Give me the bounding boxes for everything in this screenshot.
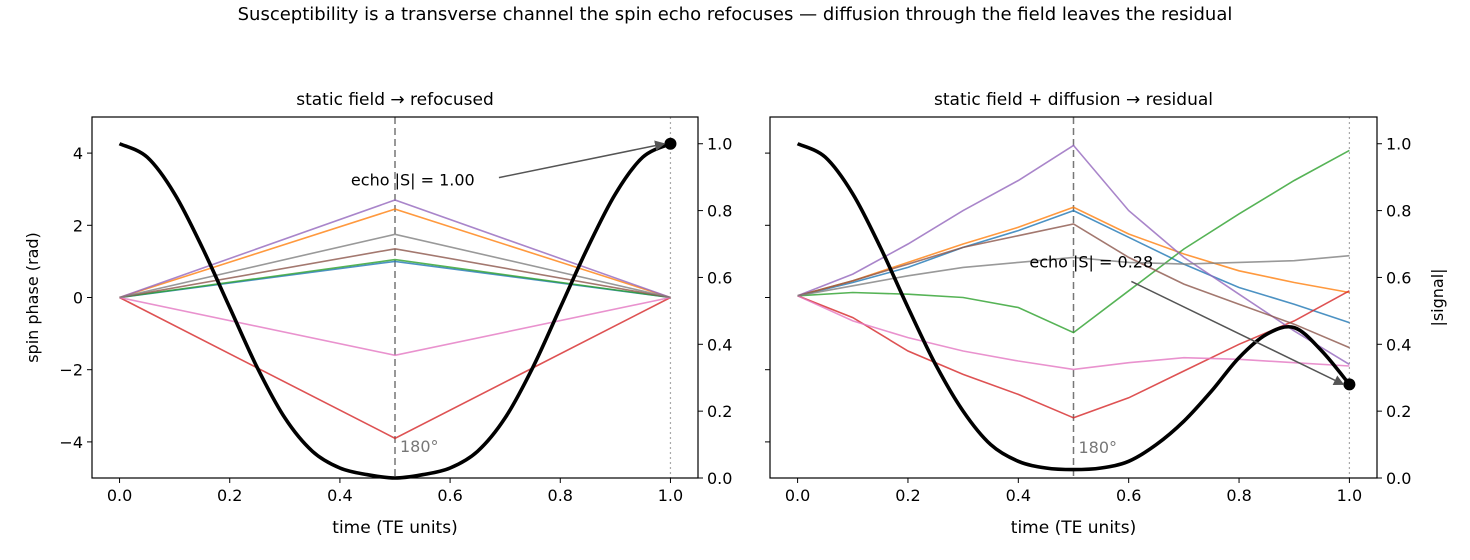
phase-series-line [119,296,671,357]
y-axis-label: spin phase (rad) [23,232,42,363]
x-axis-label: time (TE units) [332,518,457,538]
y2-tick-label: 0.2 [707,402,732,421]
panel-title: static field + diffusion → residual [934,90,1213,110]
y2-tick-label: 1.0 [707,135,732,154]
panel-title: static field → refocused [296,90,494,110]
panel-1: static field → refocused 180° echo |S| = 1… [23,90,732,538]
refocus-label: 180° [400,437,439,456]
phase-series-line [797,144,1350,366]
echo-marker [664,137,677,150]
y2-tick-label: 0.4 [1386,335,1411,354]
x-tick-label: 0.8 [548,486,573,505]
y2-tick-label: 0.8 [707,202,732,221]
phase-series-line [797,290,1350,419]
y2-tick-label: 0.2 [1386,402,1411,421]
refocus-label: 180° [1079,438,1118,457]
phase-series-line [797,295,1350,371]
x-tick-label: 1.0 [1337,486,1362,505]
x-tick-label: 0.4 [1006,486,1031,505]
annotation-arrow [498,140,666,179]
y-tick-label: 2 [73,216,83,235]
y2-tick-label: 0.6 [1386,268,1411,287]
phase-series-line [119,296,671,440]
signal-curve [796,142,1351,472]
y2-tick-label: 0.6 [707,268,732,287]
y2-tick-label: 1.0 [1386,135,1411,154]
y2-tick-label: 0.8 [1386,202,1411,221]
y2-axis-label: |signal| [1428,268,1447,326]
x-tick-label: 0.0 [107,486,132,505]
x-tick-label: 0.4 [327,486,352,505]
phase-series-line [797,254,1350,297]
y2-tick-label: 0.4 [707,335,732,354]
y-tick-label: 4 [73,144,83,163]
figure-suptitle: Susceptibility is a transverse channel t… [237,4,1233,25]
x-tick-label: 0.8 [1226,486,1251,505]
phase-series-line [797,209,1350,324]
annotation-arrow [1131,280,1345,386]
x-tick-label: 1.0 [658,486,683,505]
phase-series-line [797,149,1350,334]
panel-2: static field + diffusion → residual 180° e… [765,90,1447,538]
y-tick-label: 0 [73,289,83,308]
echo-annotation: echo |S| = 0.28 [1029,252,1153,271]
x-tick-label: 0.0 [785,486,810,505]
y-tick-label: −4 [59,433,83,452]
x-tick-label: 0.2 [895,486,920,505]
phase-series-line [119,233,671,299]
x-tick-label: 0.6 [1116,486,1141,505]
echo-annotation: echo |S| = 1.00 [351,171,475,190]
echo-marker [1343,378,1356,391]
x-axis-label: time (TE units) [1011,518,1136,538]
x-tick-label: 0.6 [437,486,462,505]
y-tick-label: −2 [59,361,83,380]
y2-tick-label: 0.0 [1386,469,1411,488]
phase-series-line [119,247,671,299]
x-tick-label: 0.2 [217,486,242,505]
y2-tick-label: 0.0 [707,469,732,488]
phase-series-line [119,258,671,299]
